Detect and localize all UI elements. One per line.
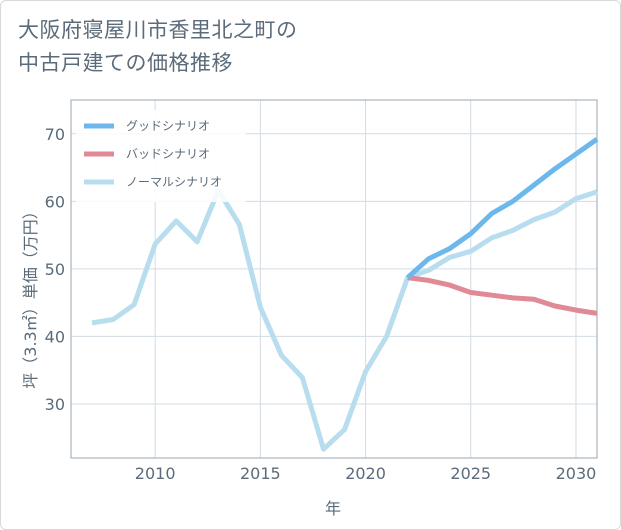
series-line-normal	[91, 188, 598, 452]
legend-label-good: グッドシナリオ	[126, 119, 210, 133]
y-tick-label: 50	[45, 260, 65, 279]
series-lines	[91, 137, 599, 452]
x-tick-label: 2020	[345, 464, 386, 483]
y-axis-ticks: 30 40 50 60 70	[45, 125, 65, 414]
legend: グッドシナリオ バッドシナリオ ノーマルシナリオ	[76, 110, 246, 202]
y-axis-title: 坪（3.3㎡）単価（万円）	[21, 203, 40, 388]
y-tick-label: 40	[45, 327, 65, 346]
series-line-bad	[407, 275, 598, 316]
chart-title: 大阪府寝屋川市香里北之町の 中古戸建ての価格推移	[18, 14, 438, 80]
x-tick-label: 2010	[135, 464, 176, 483]
chart-title-line-1: 大阪府寝屋川市香里北之町の	[18, 18, 298, 42]
x-axis-ticks: 2010 2015 2020 2025 2030	[135, 464, 597, 483]
x-tick-label: 2015	[240, 464, 281, 483]
y-tick-label: 70	[45, 125, 65, 144]
y-tick-label: 30	[45, 395, 65, 414]
chart-title-line-2: 中古戸建ての価格推移	[18, 51, 233, 75]
legend-label-bad: バッドシナリオ	[126, 147, 210, 161]
series-line-good	[405, 137, 599, 280]
x-tick-label: 2030	[556, 464, 597, 483]
x-axis-title: 年	[325, 499, 341, 518]
plot-border	[70, 99, 598, 459]
y-tick-label: 60	[45, 192, 65, 211]
legend-label-normal: ノーマルシナリオ	[126, 175, 222, 189]
x-tick-label: 2025	[450, 464, 491, 483]
